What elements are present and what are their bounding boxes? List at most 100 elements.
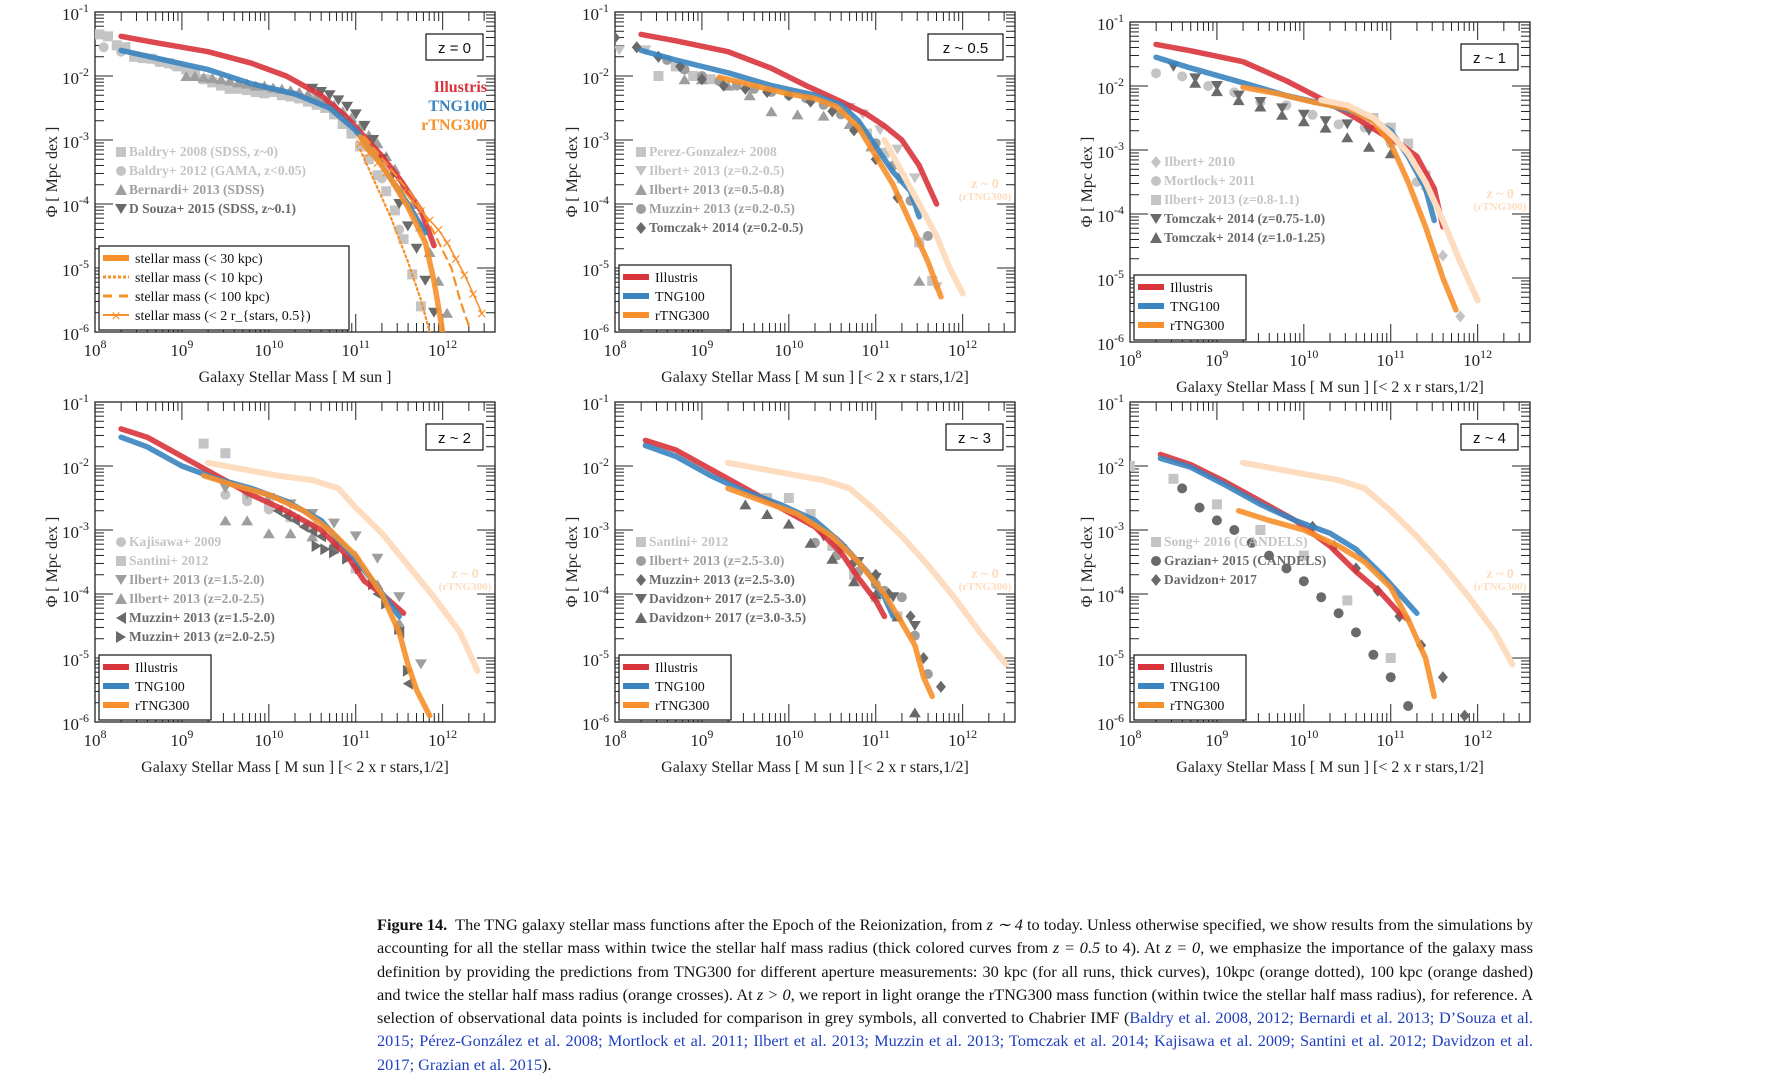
legend-label: TNG100	[655, 680, 705, 695]
x-axis-label: Galaxy Stellar Mass [ M sun ] [< 2 x r s…	[1176, 379, 1484, 396]
y-tick-label: 10-2	[62, 65, 89, 88]
obs-point-triangle-down	[410, 243, 423, 254]
obs-point-triangle-up	[1297, 116, 1310, 127]
obs-point-triangle-up	[1254, 101, 1267, 112]
series-line	[1235, 508, 1437, 700]
caption-text: to 4). At	[1100, 938, 1166, 958]
obs-point-square	[653, 71, 664, 81]
legend-marker-triangle-down	[635, 594, 647, 604]
caption-text: z = 0	[1165, 938, 1201, 958]
obs-point-triangle-up	[1319, 122, 1332, 133]
series-line	[200, 472, 433, 719]
obs-legend-label: Tomczak+ 2014 (z=0.75-1.0)	[1164, 211, 1325, 226]
obs-point-square	[805, 509, 816, 519]
obs-point-square	[705, 74, 716, 85]
y-axis-label: Φ [ Mpc dex ]	[44, 127, 61, 218]
obs-point-triangle-up	[188, 71, 201, 81]
caption-text: , we report in light orange the rTNG300 …	[377, 984, 1533, 1028]
x-tick-label: 1011	[1376, 347, 1405, 370]
citation-links[interactable]: Baldry et al. 2008, 2012; Bernardi et al…	[377, 1008, 1533, 1074]
legend-label: stellar mass (< 10 kpc)	[135, 271, 263, 286]
obs-point-circle	[1333, 119, 1344, 130]
x-tick-label: 1012	[948, 727, 977, 750]
obs-legend-entry: Baldry+ 2008 (SDSS, z~0)	[116, 144, 278, 159]
obs-legend-label: Tomczak+ 2014 (z=0.2-0.5)	[649, 220, 803, 235]
obs-legend-entry: Kajisawa+ 2009	[116, 534, 221, 549]
obs-point-circle	[1229, 525, 1240, 535]
obs-point-square	[220, 448, 231, 459]
obs-legend-label: Ilbert+ 2013 (z=1.5-2.0)	[129, 572, 264, 587]
x-tick-label: 1010	[774, 337, 803, 360]
obs-point-square	[259, 88, 270, 99]
plot-area	[118, 426, 481, 719]
obs-point-triangle-down	[1210, 81, 1223, 91]
series-line	[118, 434, 402, 620]
obs-legend-label: Davidzon+ 2017 (z=3.0-3.5)	[649, 610, 806, 625]
obs-point-triangle-up	[908, 707, 921, 718]
x-axis-label: Galaxy Stellar Mass [ M sun ] [< 2 x r s…	[661, 759, 969, 776]
legend-label: TNG100	[1170, 300, 1220, 315]
series-line	[638, 31, 940, 207]
series-line	[638, 47, 922, 220]
series-line	[118, 426, 407, 616]
obs-legend-label: D Souza+ 2015 (SDSS, z~0.1)	[129, 201, 296, 216]
obs-legend-entry: Ilbert+ 2010	[1151, 154, 1235, 169]
x-tick-label: 108	[84, 337, 107, 360]
obs-point-triangle-down	[1276, 103, 1289, 114]
obs-point-circle	[896, 592, 907, 603]
cross-marker: ×	[467, 287, 479, 303]
legend-box: Illustris TNG100 rTNG300	[618, 264, 732, 331]
x-tick-label: 1011	[341, 727, 370, 750]
legend-marker-triangle-down	[115, 204, 127, 214]
legend-label: stellar mass (< 100 kpc)	[135, 290, 270, 305]
y-tick-label: 10-6	[62, 711, 89, 734]
obs-point-triangle-up	[848, 576, 861, 587]
obs-point-triangle-up	[232, 77, 245, 88]
obs-point-circle	[1246, 537, 1257, 548]
legend-marker-triangle-down	[1150, 214, 1162, 224]
x-tick-label: 109	[170, 727, 193, 750]
obs-point-triangle-up	[241, 515, 254, 526]
obs-legend-label: Perez-Gonzalez+ 2008	[649, 144, 777, 159]
obs-point-square	[783, 493, 794, 503]
cross-marker: ×	[424, 213, 436, 229]
series-line	[725, 485, 935, 700]
cross-marker: ×	[415, 203, 427, 219]
obs-legend-entry: Ilbert+ 2013 (z=2.0-2.5)	[115, 591, 264, 606]
obs-point-circle	[1350, 627, 1361, 638]
obs-legend-label: Muzzin+ 2013 (z=2.5-3.0)	[649, 572, 795, 587]
series-line	[1240, 84, 1459, 313]
obs-point-diamond	[905, 610, 916, 623]
legend-label: rTNG300	[1170, 319, 1224, 334]
obs-point-square	[398, 234, 409, 245]
legend-label: TNG100	[655, 290, 705, 305]
legend-marker-triangle-down	[115, 575, 127, 585]
obs-legend-entry: Bernardi+ 2013 (SDSS)	[115, 182, 264, 197]
obs-point-square	[111, 40, 122, 51]
obs-point-triangle-down	[349, 109, 362, 120]
obs-point-triangle-down	[341, 101, 354, 112]
cross-marker: ×	[398, 184, 410, 200]
obs-point-circle	[1307, 109, 1318, 120]
obs-point-square	[1255, 525, 1266, 535]
y-tick-label: 10-5	[582, 647, 609, 670]
legend-label: TNG100	[1170, 680, 1220, 695]
legend-marker-square	[636, 537, 646, 547]
obs-point-triangle-up	[765, 106, 778, 117]
obs-point-square	[103, 31, 114, 42]
obs-legend-entry: Ilbert+ 2013 (z=0.8-1.1)	[1151, 192, 1299, 207]
legend-marker-diamond	[1151, 156, 1161, 168]
series-line	[358, 148, 431, 332]
series-line	[357, 134, 446, 332]
obs-point-diamond	[1437, 249, 1448, 262]
obs-point-triangle-down	[1319, 116, 1332, 127]
obs-point-triangle-up	[743, 90, 756, 101]
legend-marker-triangle-up	[635, 184, 647, 195]
obs-point-triangle-up	[1276, 109, 1289, 120]
obs-point-triangle-down	[371, 553, 384, 564]
plot-area: ×××××××××××××××	[95, 29, 488, 332]
redshift-label-box	[927, 33, 1004, 61]
obs-series	[809, 537, 933, 679]
x-tick-label: 109	[1205, 347, 1228, 370]
redshift-label: z ~ 4	[1473, 430, 1506, 447]
